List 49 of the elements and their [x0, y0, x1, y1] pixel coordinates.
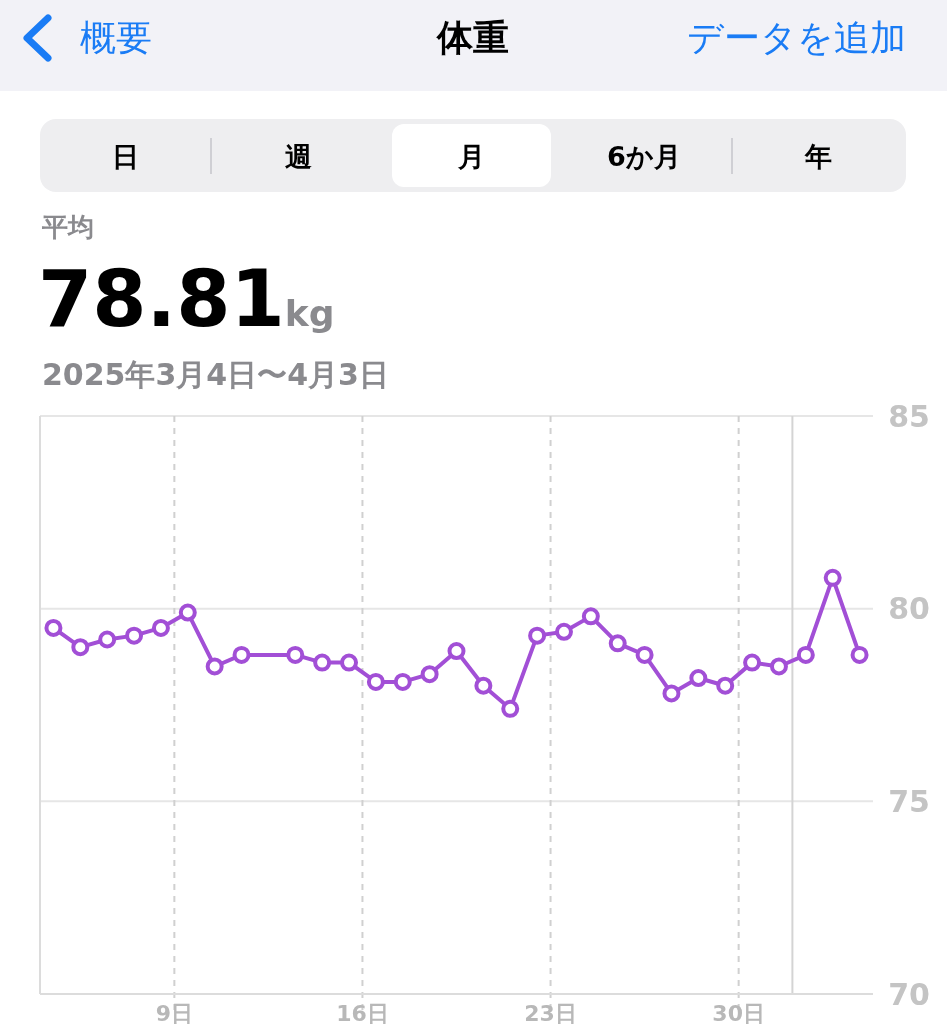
- y-tick-label: 75: [888, 783, 930, 819]
- point: [313, 653, 332, 672]
- text: 平均: [41, 212, 94, 242]
- point: [796, 645, 815, 664]
- point: [769, 657, 788, 676]
- chart-title: 体重: [436, 17, 509, 58]
- y-tick-label: 85: [888, 398, 930, 434]
- chart-subtitle: 2025年3月4日〜4月3日: [42, 357, 389, 392]
- x-tick-label: 23日: [524, 1001, 577, 1024]
- text: kg: [284, 293, 335, 334]
- point: [205, 657, 224, 676]
- point: [581, 607, 600, 626]
- text: 概要: [80, 17, 152, 58]
- point: [635, 645, 654, 664]
- point: [823, 568, 842, 587]
- point: [420, 665, 439, 684]
- point: [44, 618, 63, 637]
- point: [554, 622, 573, 641]
- text: 年: [803, 141, 832, 172]
- point: [286, 645, 305, 664]
- point: [528, 626, 547, 645]
- point: [98, 630, 117, 649]
- point: [608, 634, 627, 653]
- y-tick-label: 80: [888, 591, 930, 627]
- point: [340, 653, 359, 672]
- x-tick-label: 9日: [155, 1001, 194, 1024]
- point: [447, 642, 466, 661]
- point: [71, 638, 90, 657]
- text: データを追加: [687, 17, 906, 58]
- text: 6か月: [607, 141, 681, 172]
- point: [474, 676, 493, 695]
- point: [125, 626, 144, 645]
- x-tick-label: 30日: [712, 1001, 765, 1024]
- point: [366, 672, 385, 691]
- text: 週: [284, 141, 312, 172]
- point: [716, 676, 735, 695]
- point: [689, 669, 708, 688]
- point: [178, 603, 197, 622]
- point: [662, 684, 681, 703]
- point: [850, 645, 869, 664]
- x-tick-label: 16日: [336, 1001, 389, 1024]
- point: [393, 672, 412, 691]
- point: [232, 645, 251, 664]
- point: [743, 653, 762, 672]
- point: [151, 618, 170, 637]
- y-tick-label: 70: [888, 976, 930, 1012]
- point: [501, 699, 520, 718]
- text: 日: [111, 141, 139, 172]
- text: 月: [456, 141, 485, 172]
